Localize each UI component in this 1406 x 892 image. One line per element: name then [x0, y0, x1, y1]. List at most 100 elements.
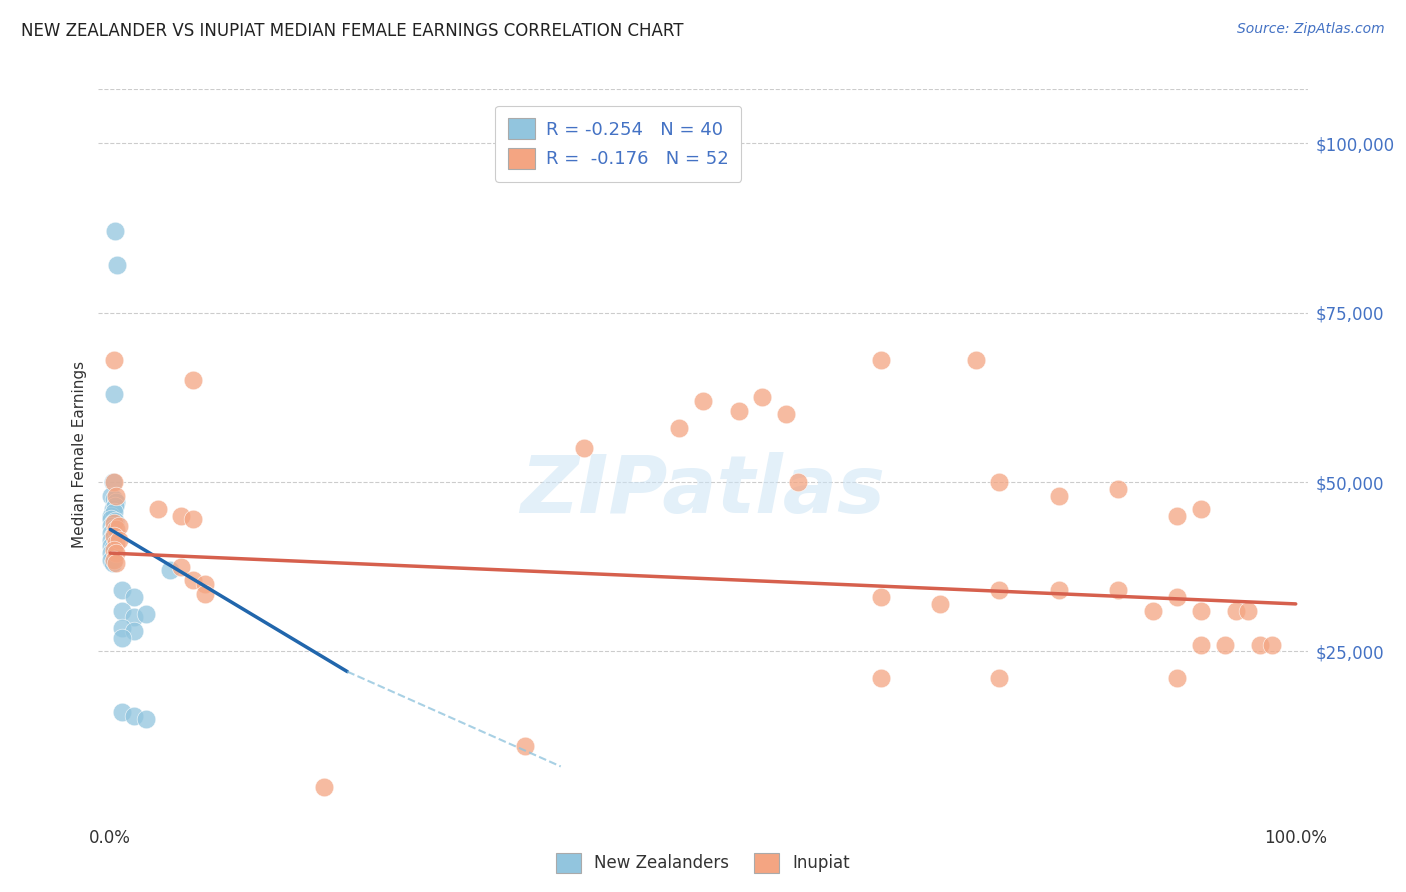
Point — [929, 597, 952, 611]
Legend: New Zealanders, Inupiat: New Zealanders, Inupiat — [550, 847, 856, 880]
Point — [101, 556, 124, 570]
Point — [1189, 638, 1212, 652]
Text: Source: ZipAtlas.com: Source: ZipAtlas.com — [1237, 22, 1385, 37]
Point — [988, 583, 1011, 598]
Point — [105, 523, 128, 537]
Point — [170, 508, 193, 523]
Point — [105, 258, 128, 272]
Point — [103, 521, 125, 535]
Point — [111, 706, 134, 720]
Point — [103, 353, 125, 368]
Point — [111, 621, 134, 635]
Point — [101, 523, 124, 537]
Point — [122, 610, 145, 624]
Point — [194, 576, 217, 591]
Point — [100, 508, 122, 523]
Point — [107, 519, 129, 533]
Point — [103, 475, 125, 489]
Point — [103, 542, 125, 557]
Point — [103, 516, 125, 530]
Point — [1166, 590, 1188, 604]
Point — [1225, 604, 1247, 618]
Point — [727, 404, 749, 418]
Point — [1213, 638, 1236, 652]
Point — [869, 353, 891, 368]
Point — [100, 546, 122, 560]
Point — [751, 390, 773, 404]
Point — [100, 512, 122, 526]
Point — [170, 559, 193, 574]
Point — [574, 441, 596, 455]
Point — [100, 533, 122, 547]
Point — [105, 546, 128, 560]
Point — [101, 536, 124, 550]
Point — [1189, 604, 1212, 618]
Point — [1166, 508, 1188, 523]
Point — [103, 529, 125, 543]
Point — [1107, 583, 1129, 598]
Point — [159, 563, 181, 577]
Point — [111, 604, 134, 618]
Point — [103, 506, 125, 520]
Point — [105, 489, 128, 503]
Point — [1166, 672, 1188, 686]
Point — [181, 512, 204, 526]
Point — [181, 373, 204, 387]
Point — [101, 516, 124, 530]
Point — [122, 624, 145, 638]
Point — [104, 224, 127, 238]
Point — [101, 529, 124, 543]
Point — [111, 631, 134, 645]
Point — [100, 539, 122, 553]
Point — [988, 672, 1011, 686]
Point — [100, 553, 122, 567]
Point — [1249, 638, 1271, 652]
Point — [1142, 604, 1164, 618]
Point — [122, 590, 145, 604]
Point — [105, 556, 128, 570]
Point — [122, 708, 145, 723]
Point — [869, 672, 891, 686]
Point — [775, 407, 797, 421]
Point — [786, 475, 808, 489]
Point — [103, 491, 125, 506]
Point — [107, 533, 129, 547]
Point — [101, 541, 124, 556]
Point — [181, 573, 204, 587]
Point — [135, 712, 157, 726]
Text: NEW ZEALANDER VS INUPIAT MEDIAN FEMALE EARNINGS CORRELATION CHART: NEW ZEALANDER VS INUPIAT MEDIAN FEMALE E… — [21, 22, 683, 40]
Point — [1107, 482, 1129, 496]
Point — [101, 549, 124, 564]
Point — [105, 495, 128, 509]
Point — [100, 525, 122, 540]
Point — [100, 519, 122, 533]
Point — [692, 393, 714, 408]
Y-axis label: Median Female Earnings: Median Female Earnings — [72, 361, 87, 549]
Point — [515, 739, 537, 753]
Point — [869, 590, 891, 604]
Point — [146, 502, 169, 516]
Point — [1261, 638, 1284, 652]
Point — [101, 475, 124, 489]
Point — [100, 489, 122, 503]
Point — [312, 780, 335, 794]
Point — [135, 607, 157, 621]
Point — [1237, 604, 1260, 618]
Point — [105, 536, 128, 550]
Point — [988, 475, 1011, 489]
Point — [1047, 583, 1070, 598]
Point — [101, 502, 124, 516]
Point — [668, 421, 690, 435]
Point — [111, 583, 134, 598]
Point — [103, 553, 125, 567]
Point — [104, 499, 127, 513]
Point — [103, 528, 125, 542]
Point — [104, 514, 127, 528]
Point — [965, 353, 987, 368]
Point — [1047, 489, 1070, 503]
Point — [1189, 502, 1212, 516]
Legend: R = -0.254   N = 40, R =  -0.176   N = 52: R = -0.254 N = 40, R = -0.176 N = 52 — [495, 105, 741, 182]
Point — [103, 387, 125, 401]
Point — [194, 587, 217, 601]
Text: ZIPatlas: ZIPatlas — [520, 452, 886, 531]
